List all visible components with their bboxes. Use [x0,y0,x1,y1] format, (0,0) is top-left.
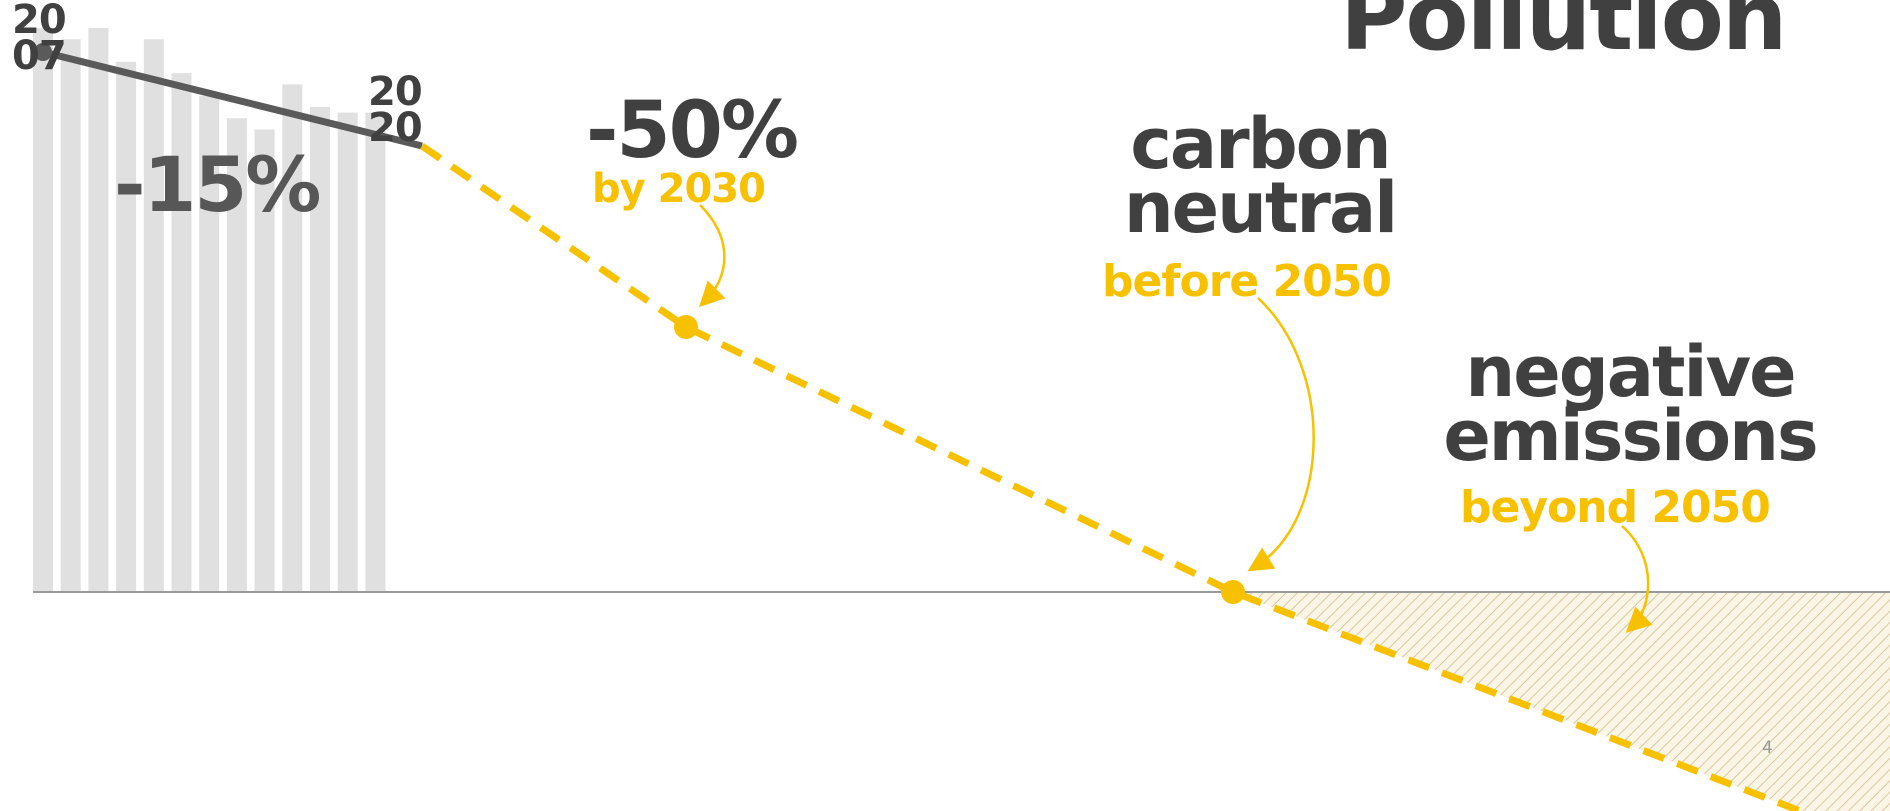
historic-bar [310,106,330,593]
historic-change-label: -15% [114,140,321,229]
annotation-2030-sub: by 2030 [592,166,766,212]
historic-bar [226,118,247,593]
historic-bar [254,129,275,592]
historic-bar [199,95,220,593]
annotation-negative-headline: negative emissions [1443,331,1818,477]
trend-line [42,48,423,150]
historic-bar [88,28,109,592]
annotation-neutral-headline: carbon neutral [1123,103,1398,249]
historic-bar [60,39,81,592]
historic-bar [282,84,303,593]
trend-end-label: 20 20 [368,69,423,151]
historic-bar [171,73,192,593]
arrow-2050 [1247,297,1315,572]
page-number: 4 [1762,738,1773,758]
historic-bar [365,112,386,592]
historic-bar [116,61,137,592]
target-2030-point [674,315,698,339]
annotation-neutral-sub: before 2050 [1102,256,1392,307]
trend-start-point [34,43,52,61]
trend-start-label: 20 07 [12,0,67,79]
arrow-beyond-2050 [1621,525,1653,633]
target-2050-point [1221,580,1245,604]
annotation-2030-headline: -50% [586,86,799,176]
annotation-negative-sub: beyond 2050 [1460,482,1771,533]
historic-bar [337,112,358,592]
projection-line [420,143,1802,811]
historic-bar [33,28,53,592]
arrow-2030 [698,204,726,308]
historic-bar [143,39,164,592]
negative-emissions-area [1233,592,1890,811]
page-title: Pollution [1340,0,1787,71]
